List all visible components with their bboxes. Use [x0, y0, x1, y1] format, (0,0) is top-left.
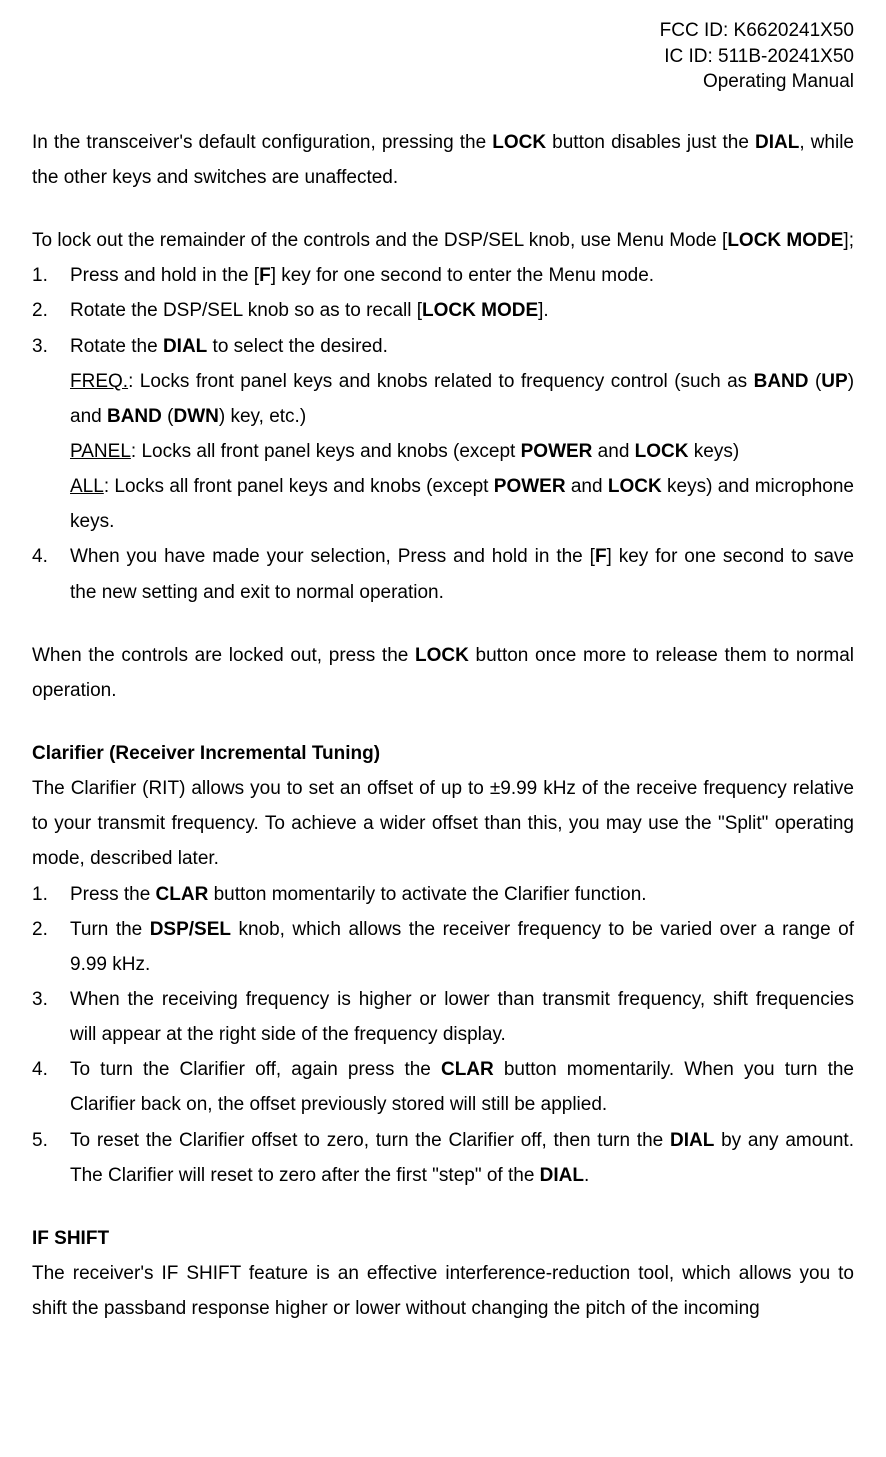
text: : Locks all front panel keys and knobs (…: [104, 476, 494, 497]
text: When the receiving frequency is higher o…: [70, 989, 854, 1045]
text: ) key, etc.): [219, 406, 306, 427]
bold: LOCK: [608, 476, 662, 497]
para-lockmode: To lock out the remainder of the control…: [32, 223, 854, 258]
text: : Locks front panel keys and knobs relat…: [128, 371, 754, 392]
bold: BAND: [107, 406, 162, 427]
bold: F: [259, 265, 271, 286]
sub-panel: PANEL: Locks all front panel keys and kn…: [70, 434, 854, 469]
text: to select the desired.: [207, 336, 388, 357]
text: keys): [689, 441, 740, 462]
manual-title: Operating Manual: [32, 69, 854, 95]
list-item: To reset the Clarifier offset to zero, t…: [32, 1123, 854, 1193]
text: and: [592, 441, 634, 462]
underline: PANEL: [70, 441, 131, 462]
text: .: [584, 1165, 589, 1186]
bold: LOCK MODE: [422, 300, 538, 321]
text: Turn the: [70, 919, 150, 940]
fcc-id: FCC ID: K6620241X50: [32, 18, 854, 44]
bold: F: [595, 546, 607, 567]
text: button disables just the: [546, 132, 755, 153]
bold: POWER: [521, 441, 593, 462]
list-item: When you have made your selection, Press…: [32, 539, 854, 609]
text: To lock out the remainder of the control…: [32, 230, 727, 251]
bold: LOCK: [415, 645, 469, 666]
bold: CLAR: [156, 884, 209, 905]
text: Press the: [70, 884, 156, 905]
para-ifshift: The receiver's IF SHIFT feature is an ef…: [32, 1256, 854, 1326]
para-clarifier: The Clarifier (RIT) allows you to set an…: [32, 771, 854, 876]
text: and: [566, 476, 608, 497]
bold: DIAL: [670, 1130, 714, 1151]
bold: UP: [821, 371, 847, 392]
bold: DIAL: [755, 132, 799, 153]
text: To reset the Clarifier offset to zero, t…: [70, 1130, 670, 1151]
bold: LOCK: [492, 132, 546, 153]
text: (: [162, 406, 174, 427]
section-clarifier-title: Clarifier (Receiver Incremental Tuning): [32, 736, 854, 771]
lockmode-list: Press and hold in the [F] key for one se…: [32, 258, 854, 609]
list-item: Rotate the DSP/SEL knob so as to recall …: [32, 293, 854, 328]
underline: FREQ.: [70, 371, 128, 392]
text: (: [809, 371, 822, 392]
text: ];: [843, 230, 854, 251]
list-item: Turn the DSP/SEL knob, which allows the …: [32, 912, 854, 982]
text: When you have made your selection, Press…: [70, 546, 595, 567]
doc-header: FCC ID: K6620241X50 IC ID: 511B-20241X50…: [32, 18, 854, 95]
bold: LOCK: [635, 441, 689, 462]
ic-id: IC ID: 511B-20241X50: [32, 44, 854, 70]
list-item: When the receiving frequency is higher o…: [32, 982, 854, 1052]
section-ifshift-title: IF SHIFT: [32, 1221, 854, 1256]
text: : Locks all front panel keys and knobs (…: [131, 441, 521, 462]
bold: DSP/SEL: [150, 919, 231, 940]
para-intro: In the transceiver's default configurati…: [32, 125, 854, 195]
sub-all: ALL: Locks all front panel keys and knob…: [70, 469, 854, 539]
text: Rotate the: [70, 336, 163, 357]
text: ].: [538, 300, 549, 321]
underline: ALL: [70, 476, 104, 497]
text: When the controls are locked out, press …: [32, 645, 415, 666]
clarifier-list: Press the CLAR button momentarily to act…: [32, 877, 854, 1193]
list-item: Rotate the DIAL to select the desired. F…: [32, 329, 854, 540]
bold: CLAR: [441, 1059, 494, 1080]
text: button momentarily to activate the Clari…: [208, 884, 646, 905]
bold: LOCK MODE: [727, 230, 843, 251]
bold: BAND: [754, 371, 809, 392]
text: To turn the Clarifier off, again press t…: [70, 1059, 441, 1080]
text: In the transceiver's default configurati…: [32, 132, 492, 153]
para-unlock: When the controls are locked out, press …: [32, 638, 854, 708]
list-item: Press and hold in the [F] key for one se…: [32, 258, 854, 293]
bold: DWN: [173, 406, 218, 427]
text: ] key for one second to enter the Menu m…: [271, 265, 654, 286]
list-item: To turn the Clarifier off, again press t…: [32, 1052, 854, 1122]
text: Press and hold in the [: [70, 265, 259, 286]
bold: DIAL: [540, 1165, 584, 1186]
bold: DIAL: [163, 336, 207, 357]
text: Rotate the DSP/SEL knob so as to recall …: [70, 300, 422, 321]
sub-freq: FREQ.: Locks front panel keys and knobs …: [70, 364, 854, 434]
list-item: Press the CLAR button momentarily to act…: [32, 877, 854, 912]
bold: POWER: [494, 476, 566, 497]
